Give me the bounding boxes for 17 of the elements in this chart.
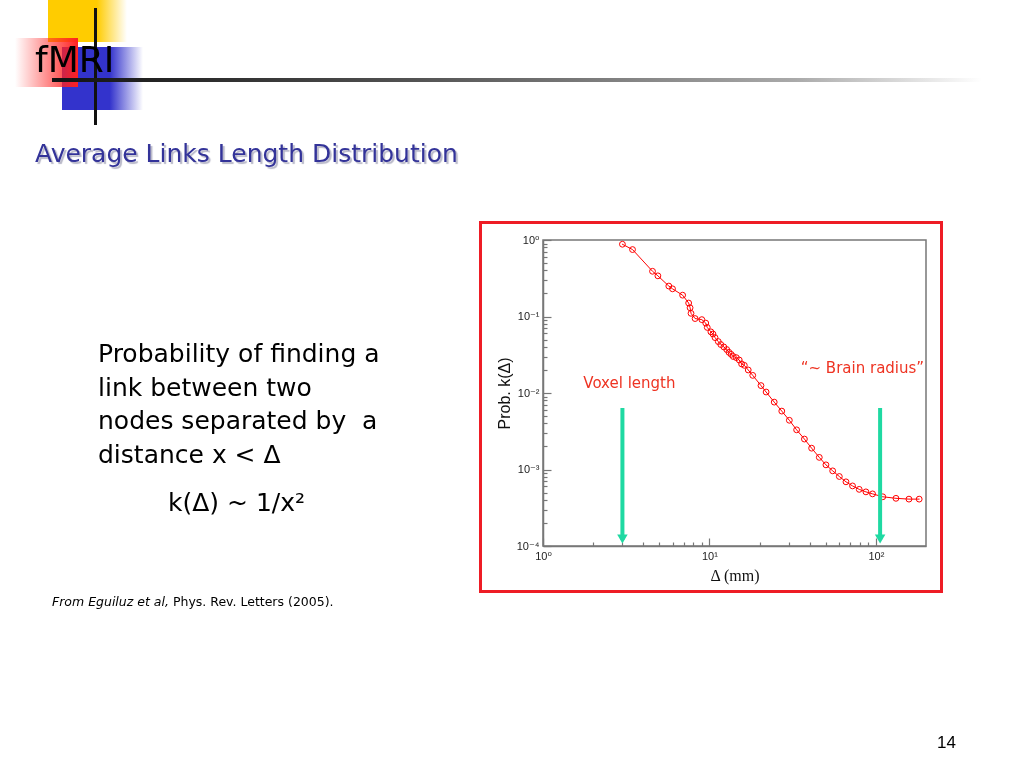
text: Average Links Length Distribution (35, 139, 458, 168)
x-axis-title: Δ (mm) (710, 566, 760, 585)
y-tick-label: 10⁻⁴ (516, 539, 540, 552)
y-tick-label: 10⁻² (517, 386, 540, 399)
y-axis-title: Prob. k(Δ) (495, 357, 513, 430)
y-tick-label: 10⁰ (522, 233, 541, 246)
ref-line-label: “~ Brain radius” (800, 359, 925, 377)
x-tick-label: 10⁰ (535, 549, 553, 562)
text: k(Δ) ~ 1/x² (168, 487, 306, 519)
x-tick-label: 10² (868, 549, 885, 562)
y-tick-label: 10⁻¹ (517, 310, 540, 322)
y-tick-label: 10⁻³ (517, 463, 540, 475)
text: From Eguiluz et al, Phys. Rev. Letters (2005). (52, 594, 334, 609)
ref-line-label: Voxel length (583, 374, 676, 392)
text: 14 (937, 733, 956, 752)
x-tick-label: 10¹ (701, 549, 719, 562)
text: Probability of finding a link between two nodes separated by a distance x < Δ (98, 338, 381, 471)
